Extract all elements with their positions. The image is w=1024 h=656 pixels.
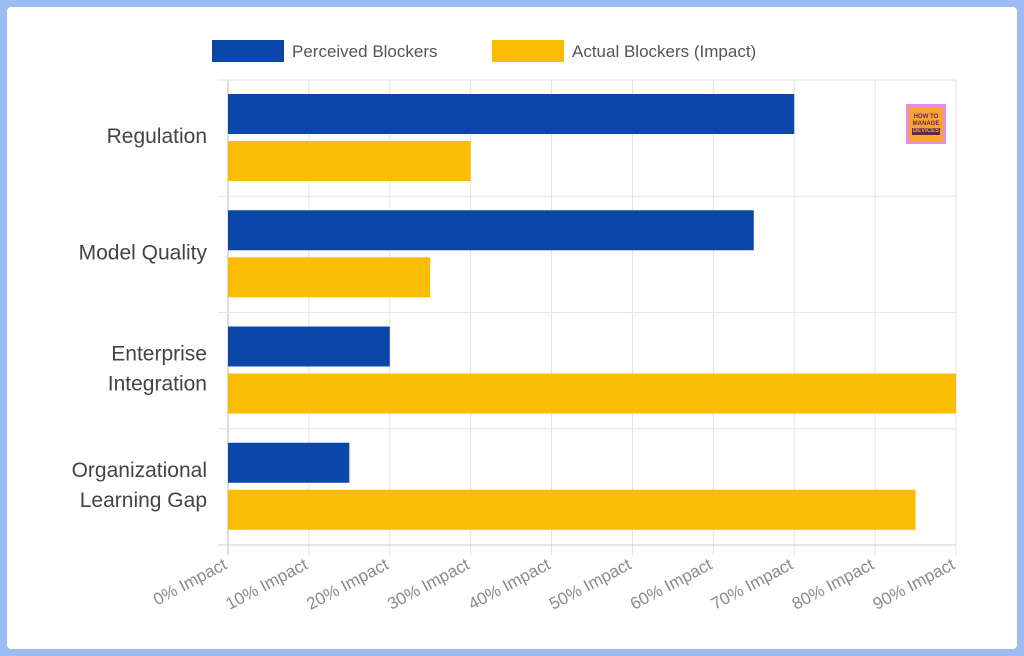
bar-perceived — [228, 442, 350, 483]
logo-text: HOW TO — [913, 113, 939, 120]
x-tick-label: 40% Impact — [465, 555, 553, 614]
bar-perceived — [228, 210, 754, 251]
legend-label: Actual Blockers (Impact) — [572, 42, 756, 61]
how-to-manage-devices-logo: HOW TO MANAGE DEVICES — [906, 104, 946, 144]
x-tick-label: 70% Impact — [708, 555, 796, 614]
x-tick-label: 10% Impact — [223, 555, 311, 614]
x-tick-label: 90% Impact — [870, 555, 958, 614]
logo-text: DEVICES — [911, 127, 941, 135]
bar-actual — [228, 141, 471, 181]
x-tick-label: 30% Impact — [384, 555, 472, 614]
legend-label: Perceived Blockers — [292, 42, 438, 61]
category-label: Organizational — [72, 459, 207, 482]
bar-actual — [228, 489, 916, 530]
legend-swatch — [492, 40, 564, 62]
x-tick-label: 60% Impact — [627, 555, 715, 614]
x-tick-label: 80% Impact — [789, 555, 877, 614]
bar-perceived — [228, 326, 390, 367]
bar-actual — [228, 373, 956, 414]
x-tick-label: 50% Impact — [546, 555, 634, 614]
bar-actual — [228, 257, 431, 298]
logo-text: MANAGE — [912, 120, 940, 127]
legend-swatch — [212, 40, 284, 62]
category-label: Learning Gap — [80, 489, 207, 512]
category-label: Enterprise — [111, 343, 207, 366]
category-label: Regulation — [107, 125, 207, 148]
x-tick-label: 20% Impact — [303, 555, 391, 614]
category-label: Model Quality — [79, 241, 208, 264]
x-tick-label: 0% Impact — [150, 555, 230, 610]
category-label: Integration — [108, 373, 207, 396]
bar-perceived — [228, 94, 795, 134]
